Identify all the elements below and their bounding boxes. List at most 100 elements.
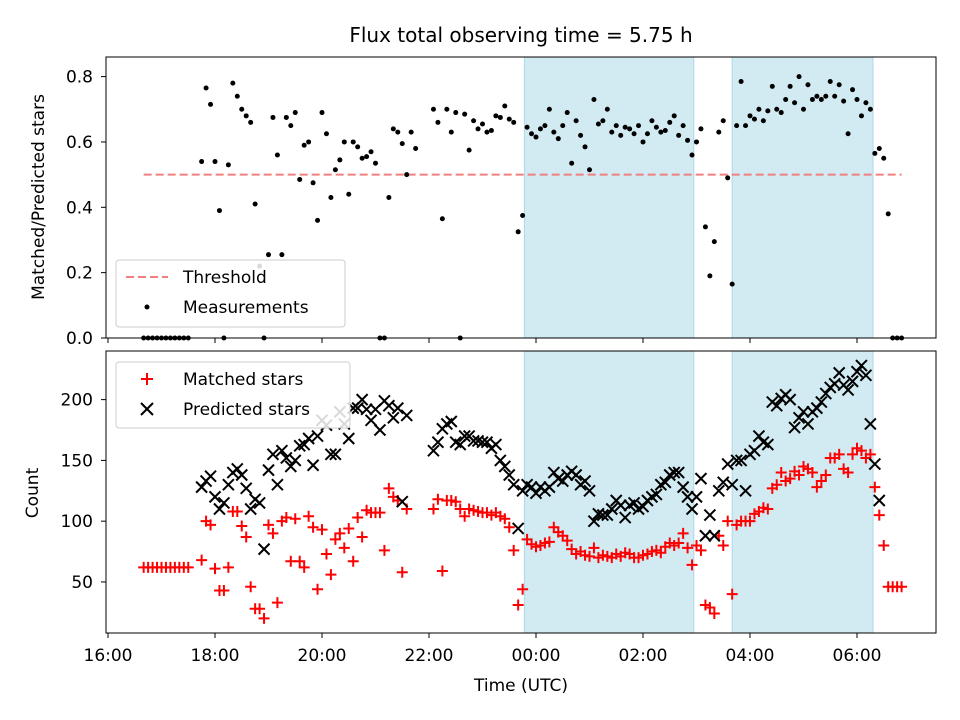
matched-star-point — [682, 542, 694, 554]
measurement-point — [756, 106, 762, 112]
measurement-point — [613, 123, 619, 129]
predicted-star-point — [841, 383, 855, 397]
matched-star-point — [294, 555, 306, 567]
measurement-point — [707, 273, 713, 279]
measurement-point — [471, 118, 477, 124]
predicted-star-point — [507, 478, 520, 491]
measurement-point — [863, 100, 869, 106]
measurement-point — [867, 106, 873, 112]
measurement-point — [323, 131, 329, 137]
top-legend-box — [115, 259, 346, 328]
predicted-star-point — [636, 500, 650, 513]
predicted-star-point — [725, 478, 739, 491]
predicted-star-point — [815, 395, 828, 409]
predicted-star-point — [387, 411, 400, 425]
measurements-legend-label: Measurements — [183, 298, 309, 318]
measurement-point — [747, 113, 753, 119]
matched-star-point — [432, 493, 444, 505]
measurement-point — [239, 106, 245, 112]
measurement-point — [462, 111, 468, 117]
predicted-star-point — [297, 438, 311, 451]
matched-star-point — [762, 503, 774, 515]
x-tick-label: 06:00 — [833, 646, 882, 666]
measurement-point — [698, 126, 704, 132]
measurement-point — [636, 123, 642, 129]
matched-star-point — [847, 448, 859, 460]
measurement-point — [230, 80, 236, 86]
measurement-point — [885, 211, 891, 217]
matched-star-point — [499, 513, 511, 525]
matched-star-point — [896, 581, 908, 593]
measurement-point — [778, 110, 784, 116]
measurement-point — [600, 118, 606, 124]
matched-star-point — [231, 505, 243, 517]
predicted-star-point — [275, 444, 289, 457]
bottom-panel: 50 100 150 200 16:00 18:00 20:00 22:00 00:00 02:… — [23, 350, 937, 696]
matched-star-point — [855, 445, 867, 457]
measurement-point — [288, 123, 294, 129]
shaded-band — [731, 56, 874, 339]
predicted-star-point — [525, 480, 538, 494]
matched-star-point — [820, 469, 832, 481]
matched-star-point — [588, 542, 600, 554]
measurement-point — [702, 224, 708, 230]
matched-star-point — [218, 584, 230, 596]
matched-star-point — [459, 510, 471, 522]
measurement-point — [515, 229, 521, 235]
measurement-point — [368, 149, 374, 155]
measurement-point — [373, 160, 378, 166]
measurement-point — [751, 116, 757, 122]
matched-star-point — [512, 599, 524, 611]
matched-star-point — [343, 522, 355, 534]
top-y-axis-label: Matched/Predicted stars — [29, 94, 49, 300]
measurement-point — [805, 82, 811, 88]
matched-legend-label: Matched stars — [183, 370, 303, 390]
matched-star-point — [258, 612, 270, 624]
matched-star-point — [842, 467, 854, 479]
predicted-star-point — [792, 411, 806, 425]
measurement-point — [408, 129, 414, 135]
matched-star-point — [726, 588, 738, 600]
matched-star-point — [312, 583, 324, 595]
measurement-point — [248, 119, 254, 125]
measurement-point — [676, 132, 682, 138]
predicted-star-point — [819, 387, 832, 400]
measurement-point — [738, 79, 744, 85]
predicted-star-point — [271, 478, 284, 491]
measurement-point — [787, 83, 793, 89]
measurement-point — [560, 123, 566, 129]
predicted-star-point — [360, 403, 373, 416]
matched-star-point — [222, 561, 234, 573]
predicted-star-point — [859, 369, 873, 382]
predicted-star-point — [868, 457, 882, 471]
measurement-point — [836, 82, 842, 88]
predicted-star-point — [676, 480, 690, 494]
measurement-point — [716, 129, 722, 135]
predicted-star-point — [400, 409, 413, 422]
measurement-point — [208, 101, 214, 107]
measurement-point — [395, 129, 401, 135]
matched-star-point — [864, 448, 876, 460]
measurement-point — [386, 195, 392, 200]
predicted-star-point — [235, 468, 248, 482]
measurement-point — [283, 114, 289, 120]
predicted-star-point — [458, 429, 471, 443]
predicted-star-point — [596, 508, 610, 522]
measurement-point — [337, 157, 343, 163]
measurement-point — [520, 212, 526, 218]
measurement-point — [662, 128, 668, 134]
matched-star-point — [329, 533, 341, 545]
predicted-star-point — [672, 466, 685, 479]
predicted-star-point — [694, 472, 708, 485]
predicted-star-point — [511, 522, 525, 535]
bottom-x-ticks: 16:00 18:00 20:00 22:00 00:00 02:00 04:00 06:00 — [84, 633, 882, 666]
matched-star-point — [347, 555, 359, 567]
predicted-star-point — [864, 417, 877, 431]
measurement-point — [814, 93, 820, 99]
measurement-point — [667, 119, 673, 125]
matched-star-point — [436, 565, 448, 577]
predicted-legend-swatch — [140, 402, 154, 416]
measurement-point — [725, 175, 731, 181]
matched-star-point — [686, 559, 698, 571]
